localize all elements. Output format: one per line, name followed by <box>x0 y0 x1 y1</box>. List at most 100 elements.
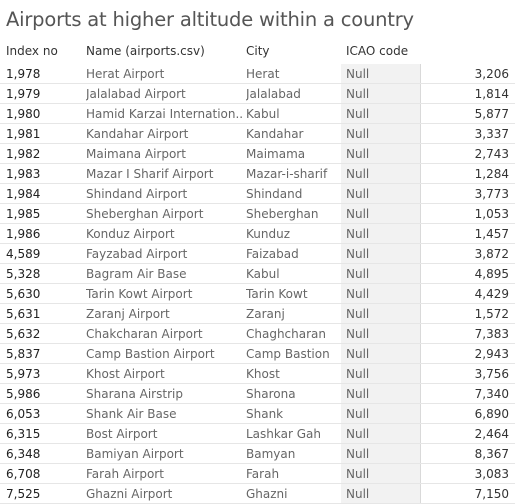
table-row[interactable]: 6,348 Bamiyan Airport Bamyan Null 8,367 <box>0 444 515 464</box>
row-divider <box>0 103 515 104</box>
icao-cell-background <box>341 344 420 364</box>
table-row[interactable]: 1,979 Jalalabad Airport Jalalabad Null 1,814 <box>0 84 515 104</box>
name-cell: Shindand Airport <box>86 187 188 201</box>
table-row[interactable]: 1,981 Kandahar Airport Kandahar Null 3,337 <box>0 124 515 144</box>
icao-cell: Null <box>346 167 370 181</box>
icao-cell: Null <box>346 487 370 501</box>
icao-cell-background <box>341 184 420 204</box>
city-cell: Camp Bastion <box>246 347 330 361</box>
table-row[interactable]: 5,631 Zaranj Airport Zaranj Null 1,572 <box>0 304 515 324</box>
city-cell: Jalalabad <box>246 87 301 101</box>
name-cell: Camp Bastion Airport <box>86 347 215 361</box>
value-cell-background <box>420 484 515 504</box>
value-cell-background <box>420 104 515 124</box>
header-index-no[interactable]: Index no <box>6 44 58 58</box>
table-row[interactable]: 5,632 Chakcharan Airport Chaghcharan Null 7,… <box>0 324 515 344</box>
table-row[interactable]: 7,525 Ghazni Airport Ghazni Null 7,150 <box>0 484 515 504</box>
value-cell-background <box>420 124 515 144</box>
name-cell: Chakcharan Airport <box>86 327 203 341</box>
value-cell: 7,340 <box>474 387 509 401</box>
icao-cell: Null <box>346 187 370 201</box>
name-cell: Kandahar Airport <box>86 127 189 141</box>
table-row[interactable]: 1,986 Konduz Airport Kunduz Null 1,457 <box>0 224 515 244</box>
value-cell: 3,337 <box>474 127 509 141</box>
row-divider <box>0 243 515 244</box>
value-cell: 4,895 <box>474 267 509 281</box>
table-row[interactable]: 1,982 Maimana Airport Maimama Null 2,743 <box>0 144 515 164</box>
table-row[interactable]: 5,973 Khost Airport Khost Null 3,756 <box>0 364 515 384</box>
city-cell: Shank <box>246 407 284 421</box>
table-row[interactable]: 5,630 Tarin Kowt Airport Tarin Kowt Null 4,4… <box>0 284 515 304</box>
icao-cell: Null <box>346 307 370 321</box>
city-cell: Bamyan <box>246 447 296 461</box>
table-row[interactable]: 6,708 Farah Airport Farah Null 3,083 <box>0 464 515 484</box>
table-row[interactable]: 5,986 Sharana Airstrip Sharona Null 7,340 <box>0 384 515 404</box>
table-row[interactable]: 1,983 Mazar I Sharif Airport Mazar-i-shari… <box>0 164 515 184</box>
value-cell: 7,383 <box>474 327 509 341</box>
row-divider <box>0 263 515 264</box>
index-cell: 1,981 <box>6 127 41 141</box>
row-divider <box>0 383 515 384</box>
icao-cell-background <box>341 124 420 144</box>
table-row[interactable]: 4,589 Fayzabad Airport Faizabad Null 3,872 <box>0 244 515 264</box>
index-cell: 5,986 <box>6 387 41 401</box>
header-city[interactable]: City <box>246 44 270 58</box>
icao-cell-background <box>341 304 420 324</box>
row-divider <box>0 463 515 464</box>
value-cell-background <box>420 324 515 344</box>
value-cell-background <box>420 364 515 384</box>
value-cell-background <box>420 144 515 164</box>
name-cell: Hamid Karzai Internation.. <box>86 107 242 121</box>
value-cell: 3,083 <box>474 467 509 481</box>
value-cell: 1,284 <box>474 167 509 181</box>
icao-cell: Null <box>346 427 370 441</box>
table-row[interactable]: 5,328 Bagram Air Base Kabul Null 4,895 <box>0 264 515 284</box>
row-divider <box>0 423 515 424</box>
header-name[interactable]: Name (airports.csv) <box>86 44 205 58</box>
table-row[interactable]: 6,315 Bost Airport Lashkar Gah Null 2,464 <box>0 424 515 444</box>
icao-cell-background <box>341 404 420 424</box>
index-cell: 6,708 <box>6 467 41 481</box>
icao-cell-background <box>341 224 420 244</box>
table-row[interactable]: 1,978 Herat Airport Herat Null 3,206 <box>0 64 515 84</box>
value-cell: 5,877 <box>474 107 509 121</box>
city-cell: Sheberghan <box>246 207 319 221</box>
value-cell-background <box>420 204 515 224</box>
value-cell: 3,206 <box>474 67 509 81</box>
row-divider <box>0 443 515 444</box>
icao-cell-background <box>341 364 420 384</box>
name-cell: Maimana Airport <box>86 147 186 161</box>
value-cell-background <box>420 244 515 264</box>
value-cell: 7,150 <box>474 487 509 501</box>
table-row[interactable]: 5,837 Camp Bastion Airport Camp Bastion Nul… <box>0 344 515 364</box>
name-cell: Shank Air Base <box>86 407 177 421</box>
icao-cell: Null <box>346 387 370 401</box>
icao-cell-background <box>341 464 420 484</box>
row-divider <box>0 403 515 404</box>
header-icao-code[interactable]: ICAO code <box>346 44 409 58</box>
icao-cell-background <box>341 84 420 104</box>
table-row[interactable]: 6,053 Shank Air Base Shank Null 6,890 <box>0 404 515 424</box>
value-cell-background <box>420 264 515 284</box>
name-cell: Zaranj Airport <box>86 307 170 321</box>
value-cell-background <box>420 444 515 464</box>
icao-cell: Null <box>346 267 370 281</box>
icao-cell: Null <box>346 407 370 421</box>
value-cell: 1,572 <box>474 307 509 321</box>
row-divider <box>0 323 515 324</box>
table-row[interactable]: 1,985 Sheberghan Airport Sheberghan Null 1,0… <box>0 204 515 224</box>
name-cell: Fayzabad Airport <box>86 247 188 261</box>
icao-cell-background <box>341 144 420 164</box>
table-row[interactable]: 1,984 Shindand Airport Shindand Null 3,773 <box>0 184 515 204</box>
index-cell: 5,630 <box>6 287 41 301</box>
icao-cell-background <box>341 284 420 304</box>
icao-cell-background <box>341 384 420 404</box>
icao-cell: Null <box>346 127 370 141</box>
icao-cell: Null <box>346 207 370 221</box>
city-cell: Ghazni <box>246 487 288 501</box>
icao-cell: Null <box>346 87 370 101</box>
row-divider <box>0 483 515 484</box>
name-cell: Farah Airport <box>86 467 164 481</box>
city-cell: Maimama <box>246 147 306 161</box>
table-row[interactable]: 1,980 Hamid Karzai Internation.. Kabul Null… <box>0 104 515 124</box>
